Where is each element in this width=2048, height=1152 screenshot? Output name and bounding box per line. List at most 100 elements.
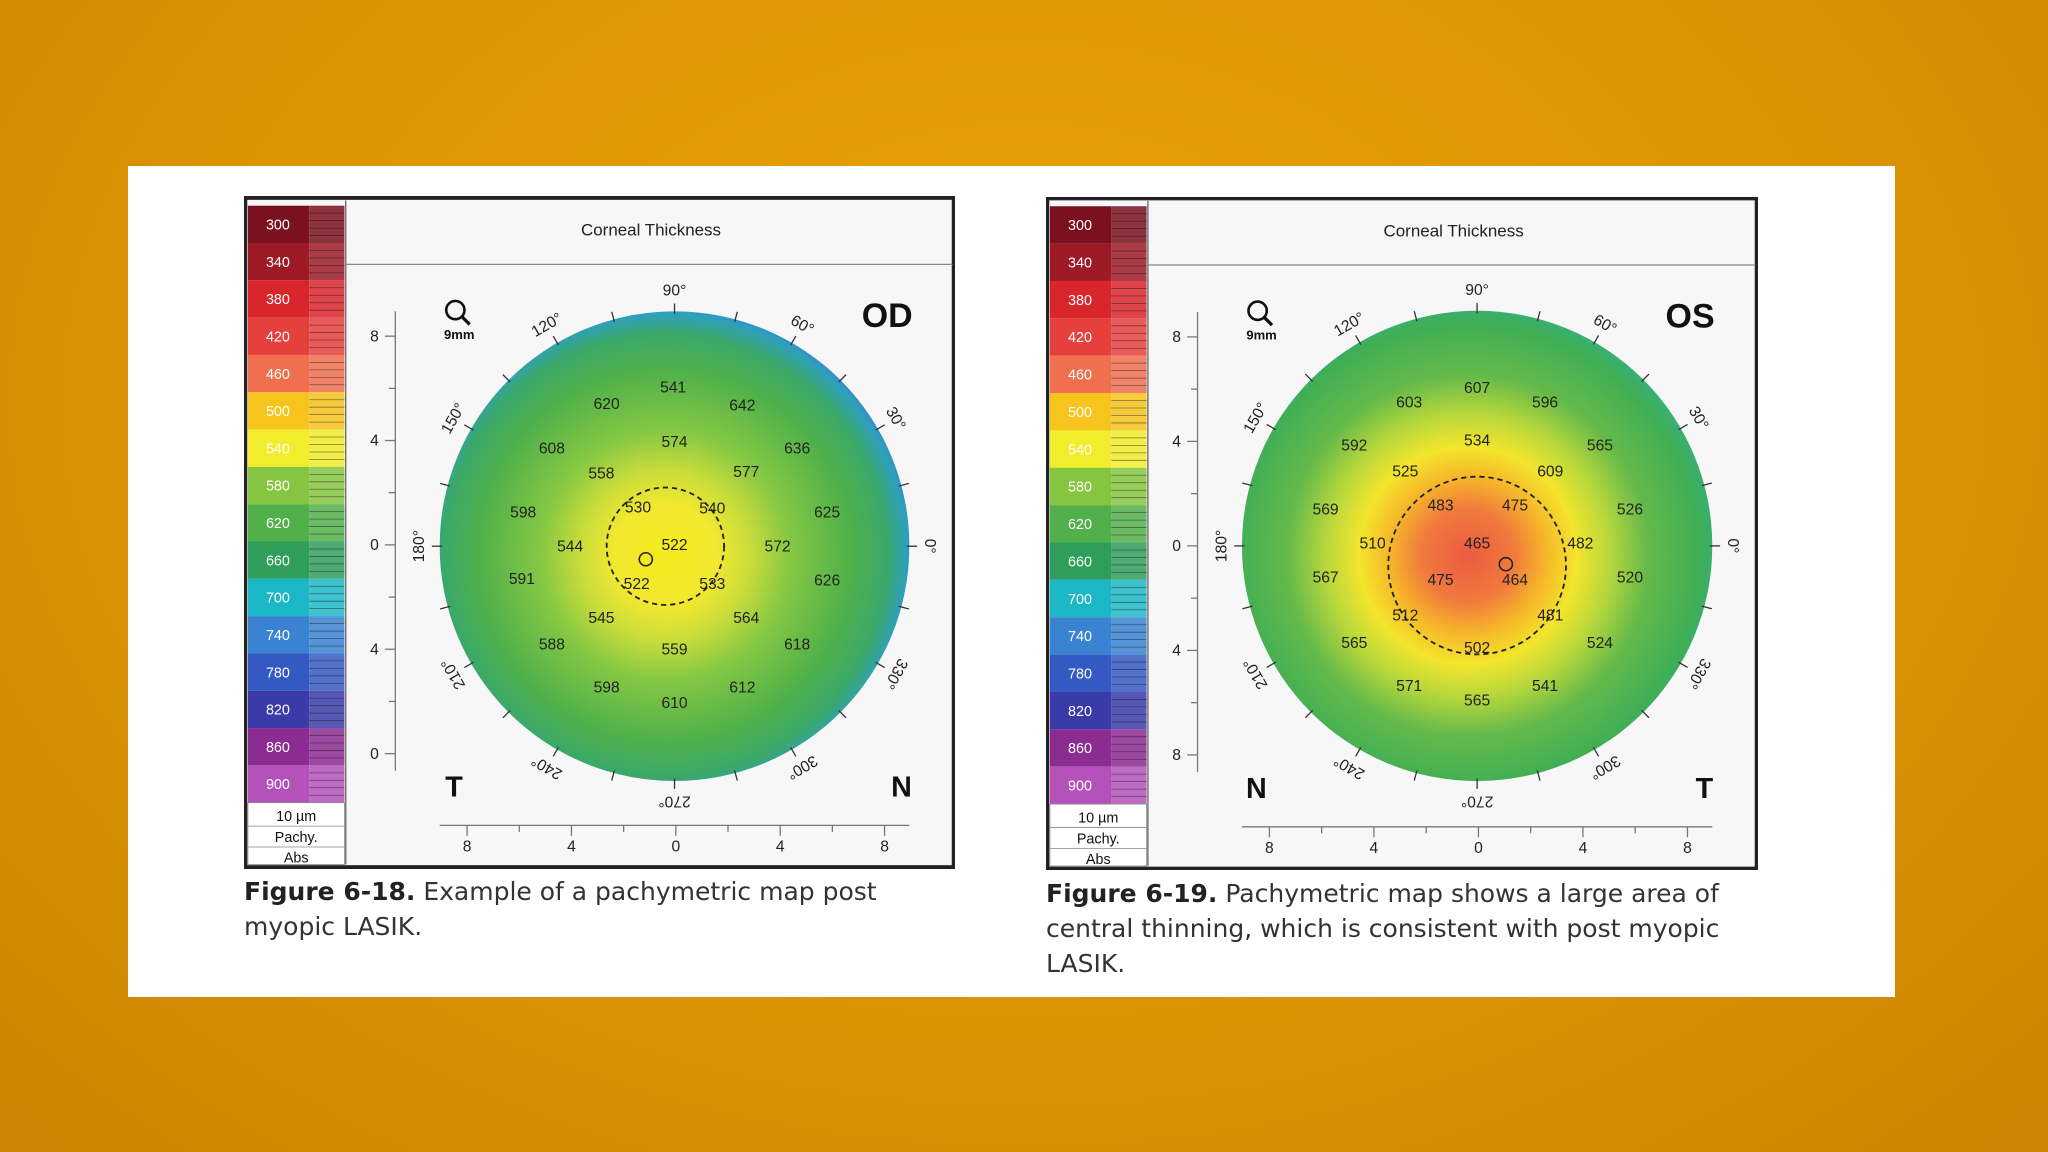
thickness-reading: 545 [588,610,614,627]
scale-cell [247,354,310,393]
scale-label: 700 [1068,592,1092,608]
x-tick-label: 8 [1683,840,1692,857]
thickness-reading: 522 [661,537,687,554]
rim-tick [1266,661,1277,668]
angle-label: 270° [1461,793,1493,810]
scale-stripe [309,765,345,803]
thickness-reading: 483 [1427,498,1453,515]
scale-label: 660 [1068,554,1092,570]
rim-tick [439,605,451,610]
thickness-reading: 565 [1464,692,1490,709]
thickness-map [1241,310,1713,782]
scale-label: 380 [266,292,290,308]
scale-label: 900 [1068,779,1092,795]
thickness-reading: 598 [594,679,620,696]
caption: Figure 6-19. Pachymetric map shows a lar… [1046,876,1776,981]
thickness-reading: 512 [1392,607,1418,624]
scale-cell [247,690,310,729]
rim-tick [1304,373,1314,382]
scale-label: 420 [1068,330,1092,346]
rim-tick [1536,770,1541,781]
rim-tick [1701,482,1713,487]
scale-stripe [309,243,345,281]
scale-cell [1049,617,1112,655]
rim-tick [733,311,738,323]
scale-cell [247,653,310,691]
thickness-reading: 588 [539,636,565,653]
ablation-zone [1387,475,1567,656]
scale-row: Abs [1086,852,1111,868]
scale-cell [247,504,310,542]
scale-stripe [309,541,345,579]
zoom-label: 9mm [1246,327,1276,342]
angle-label: 270° [658,793,690,810]
rim-tick [1266,423,1277,431]
rim-tick [1413,311,1418,322]
scale-label: 300 [266,218,290,234]
scale-stripe [1111,729,1147,767]
scale-cell [1049,654,1112,692]
scale-label: 780 [1068,667,1092,683]
thickness-reading: 544 [557,538,583,555]
scale-label: 740 [1068,629,1092,645]
thickness-reading: 610 [661,695,687,712]
scale-stripe [1111,430,1147,468]
scale-label: 420 [266,330,290,346]
scale-stripe [1111,579,1147,618]
x-tick-label: 0 [671,838,680,855]
angle-label: 0° [921,539,938,554]
thickness-reading: 540 [699,501,725,518]
scale-label: 860 [266,740,290,756]
scale-stripe [309,280,345,318]
thickness-reading: 502 [1464,640,1490,657]
y-tick-label: 0 [370,537,379,554]
scale-stripe [1111,691,1147,730]
scale-stripe [309,205,345,244]
x-tick-label: 4 [1579,840,1588,857]
scale-cell [1049,691,1112,730]
scale-stripe [1111,467,1147,506]
thickness-reading: 577 [733,464,759,481]
scale-cell [1049,393,1112,431]
y-tick-label: 4 [370,433,379,450]
thickness-reading: 481 [1537,607,1563,624]
scale-cell [247,616,310,654]
caption-label: Figure 6-19. [1046,879,1218,908]
rim-tick [611,770,616,781]
rim-tick [790,335,797,346]
thickness-reading: 524 [1587,635,1613,652]
thickness-reading: 612 [729,679,755,696]
scale-stripe [309,578,345,617]
scale-label: 780 [266,665,290,681]
thickness-reading: 520 [1617,569,1643,586]
y-tick-label: 0 [1172,538,1181,555]
thickness-reading: 626 [814,572,840,589]
scale-row: Abs [284,851,309,867]
scale-label: 820 [266,703,290,719]
rim-tick [464,661,474,669]
rim-tick [898,482,910,487]
scale-cell [1049,318,1112,356]
scale-label: 580 [1068,480,1092,496]
thickness-reading: 572 [765,538,791,555]
eye-label: OD [862,297,913,335]
thickness-reading: 625 [814,504,840,521]
scale-label: 460 [1068,368,1092,384]
rim-tick [875,661,885,669]
thickness-reading: 609 [1537,464,1563,481]
thickness-reading: 541 [1532,678,1558,695]
thickness-reading: 530 [625,499,651,516]
x-tick-label: 0 [1474,840,1483,857]
scale-stripe [309,728,345,766]
thickness-reading: 526 [1617,502,1643,519]
rim-tick [1304,709,1314,719]
thickness-reading: 558 [588,465,614,482]
scale-stripe [1111,318,1147,356]
scale-stripe [309,690,345,729]
rim-tick [464,424,474,431]
rim-tick [502,374,511,383]
scale-stripe [1111,766,1147,805]
x-tick-label: 4 [1370,840,1379,857]
thickness-reading: 642 [729,398,755,415]
thickness-reading: 591 [509,571,535,588]
